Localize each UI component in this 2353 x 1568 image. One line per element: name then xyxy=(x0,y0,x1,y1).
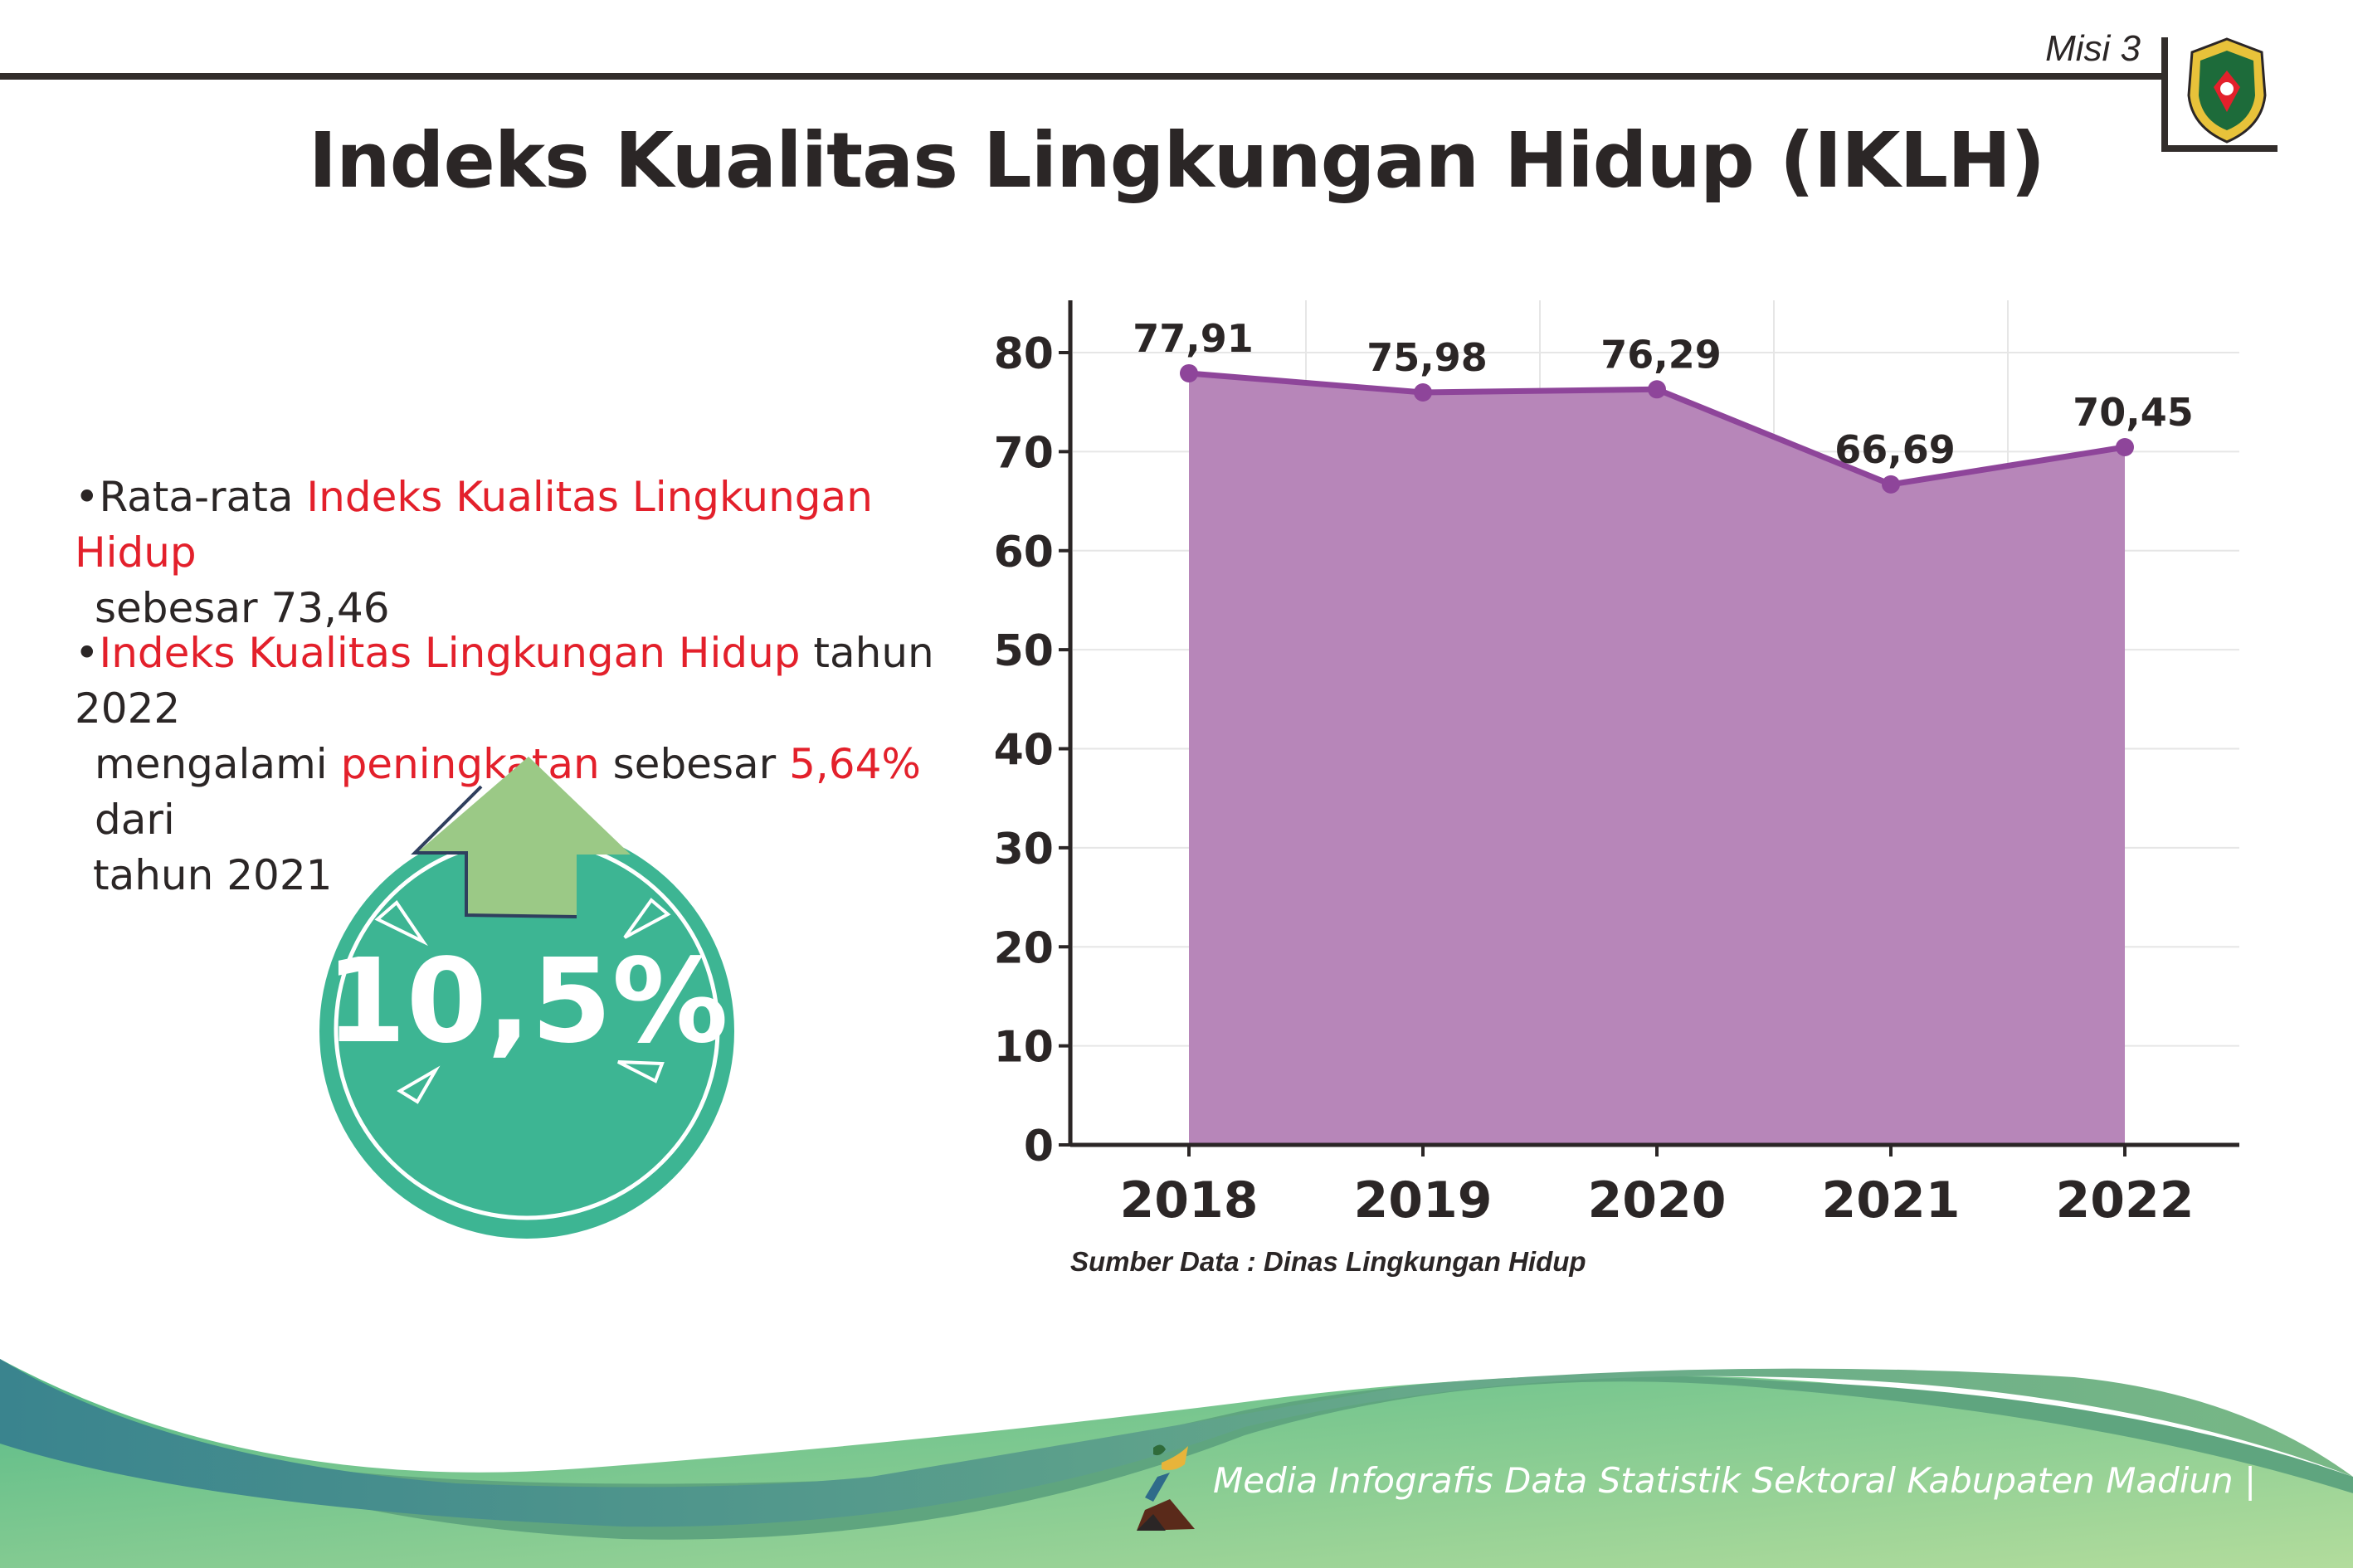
data-source: Sumber Data : Dinas Lingkungan Hidup xyxy=(1070,1246,1586,1277)
bullet-text: • xyxy=(75,629,100,677)
highlight-text: Indeks Kualitas Lingkungan Hidup xyxy=(99,629,801,677)
logo-frame xyxy=(2161,37,2168,152)
bullet-text: dari xyxy=(95,796,175,844)
bullet-text: sebesar xyxy=(599,740,790,788)
kabupaten-madiun-logo xyxy=(2187,37,2267,144)
increase-badge: 10,5% xyxy=(319,757,734,1239)
data-label: 66,69 xyxy=(1834,427,1956,472)
header-rule xyxy=(0,73,2161,80)
data-point xyxy=(1882,475,1900,494)
y-tick-label: 50 xyxy=(994,626,1054,676)
data-label: 76,29 xyxy=(1600,332,1722,377)
badge-value: 10,5% xyxy=(325,934,728,1069)
highlight-text: Indeks Kualitas Lingkungan Hidup xyxy=(75,473,873,577)
up-arrow-icon xyxy=(411,757,631,918)
data-point xyxy=(1648,380,1666,399)
logo-frame xyxy=(2161,145,2277,152)
iklh-area-chart: 0 10 20 30 40 50 60 70 80 77,91 2018 75,98 2019 76,29… xyxy=(994,300,2239,1230)
y-tick-label: 20 xyxy=(994,923,1054,973)
data-point xyxy=(1414,382,1432,402)
x-tick-label: 2021 xyxy=(1822,1171,1961,1230)
y-tick-label: 70 xyxy=(994,428,1054,478)
bullet-average: •Rata-rata Indeks Kualitas Lingkungan Hi… xyxy=(75,470,904,636)
y-tick-label: 10 xyxy=(994,1023,1054,1073)
footer-caption: Media Infografis Data Statistik Sektoral… xyxy=(1213,1460,2257,1501)
bullet-text: mengalami xyxy=(95,740,341,788)
data-label: 70,45 xyxy=(2073,390,2194,435)
data-point xyxy=(1180,363,1198,382)
bullet-text: sebesar 73,46 xyxy=(95,584,390,632)
statistics-mascot-icon xyxy=(1137,1444,1195,1531)
x-tick-label: 2022 xyxy=(2056,1171,2195,1230)
area-fill xyxy=(1189,373,2125,1146)
bullet-increase: •Indeks Kualitas Lingkungan Hidup tahun … xyxy=(75,626,938,903)
data-label: 77,91 xyxy=(1133,316,1254,361)
x-tick-label: 2019 xyxy=(1354,1171,1493,1230)
data-point xyxy=(2116,438,2134,457)
bullet-text: tahun 2021 xyxy=(93,851,333,899)
bullet-text: tahun 2022 xyxy=(75,629,934,733)
sparkle-icons xyxy=(374,898,671,1104)
page-title: Indeks Kualitas Lingkungan Hidup (IKLH) xyxy=(308,116,2045,205)
data-label: 75,98 xyxy=(1366,335,1488,380)
mission-label: Misi 3 xyxy=(2045,28,2141,69)
y-tick-label: 40 xyxy=(994,726,1054,776)
x-tick-label: 2018 xyxy=(1120,1171,1259,1230)
highlight-text: 5,64% xyxy=(789,740,921,788)
y-tick-label: 0 xyxy=(1024,1122,1054,1171)
y-tick-label: 30 xyxy=(994,825,1054,874)
y-tick-label: 80 xyxy=(994,329,1054,379)
bullet-text: •Rata-rata xyxy=(75,473,307,521)
highlight-text: peningkatan xyxy=(340,740,600,788)
y-tick-label: 60 xyxy=(994,528,1054,577)
x-tick-label: 2020 xyxy=(1588,1171,1727,1230)
